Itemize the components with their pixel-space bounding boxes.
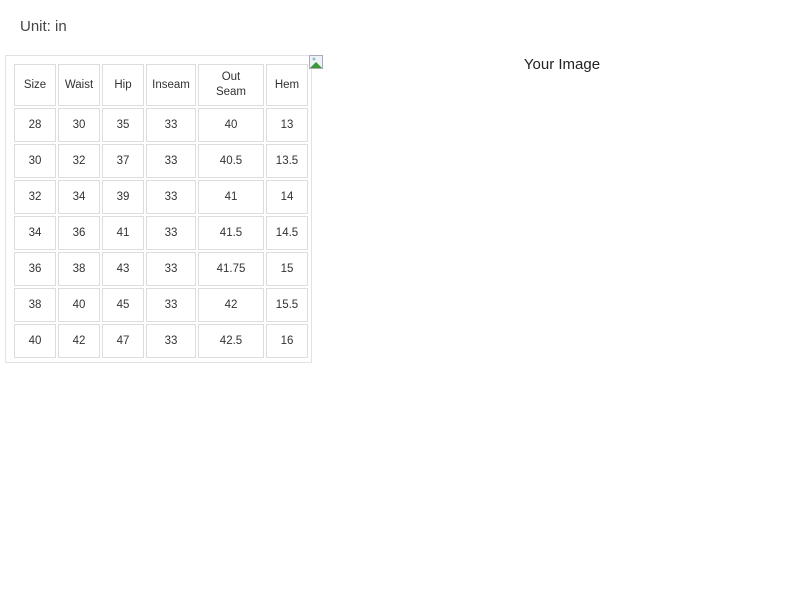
table-cell: 15 [266, 252, 308, 286]
table-cell: 33 [146, 216, 196, 250]
broken-image-icon [309, 55, 323, 69]
column-header: Waist [58, 64, 100, 106]
table-row: 36 38 43 33 41.75 15 [14, 252, 308, 286]
table-cell: 40 [14, 324, 56, 358]
table-cell: 15.5 [266, 288, 308, 322]
table-row: 40 42 47 33 42.5 16 [14, 324, 308, 358]
table-cell: 28 [14, 108, 56, 142]
table-cell: 14.5 [266, 216, 308, 250]
table-cell: 35 [102, 108, 144, 142]
table-cell: 33 [146, 180, 196, 214]
table-cell: 45 [102, 288, 144, 322]
size-chart-table: Size Waist Hip Inseam Out Seam Hem 28 30 35 33 40 1… [12, 62, 310, 360]
table-cell: 41.75 [198, 252, 264, 286]
column-header: Size [14, 64, 56, 106]
column-header: Hip [102, 64, 144, 106]
table-cell: 47 [102, 324, 144, 358]
column-header: Inseam [146, 64, 196, 106]
table-cell: 32 [14, 180, 56, 214]
column-header: Hem [266, 64, 308, 106]
table-cell: 30 [58, 108, 100, 142]
table-cell: 42.5 [198, 324, 264, 358]
table-cell: 33 [146, 252, 196, 286]
table-cell: 41 [198, 180, 264, 214]
table-row: 32 34 39 33 41 14 [14, 180, 308, 214]
table-cell: 42 [198, 288, 264, 322]
unit-label: Unit: in [20, 18, 67, 35]
table-row: 34 36 41 33 41.5 14.5 [14, 216, 308, 250]
column-header: Out Seam [198, 64, 264, 106]
table-cell: 14 [266, 180, 308, 214]
table-cell: 36 [58, 216, 100, 250]
table-cell: 13.5 [266, 144, 308, 178]
table-cell: 39 [102, 180, 144, 214]
table-cell: 34 [58, 180, 100, 214]
table-cell: 38 [58, 252, 100, 286]
table-cell: 37 [102, 144, 144, 178]
product-image: Your Image [309, 55, 800, 75]
size-chart-container: Size Waist Hip Inseam Out Seam Hem 28 30 35 33 40 1… [5, 55, 312, 363]
table-cell: 33 [146, 324, 196, 358]
header-row: Size Waist Hip Inseam Out Seam Hem [14, 64, 308, 106]
table-cell: 40 [58, 288, 100, 322]
table-cell: 41 [102, 216, 144, 250]
table-row: 30 32 37 33 40.5 13.5 [14, 144, 308, 178]
table-cell: 16 [266, 324, 308, 358]
table-cell: 33 [146, 108, 196, 142]
table-cell: 40.5 [198, 144, 264, 178]
table-cell: 33 [146, 288, 196, 322]
table-cell: 33 [146, 144, 196, 178]
table-cell: 38 [14, 288, 56, 322]
image-alt-text: Your Image [523, 56, 601, 73]
table-cell: 42 [58, 324, 100, 358]
table-cell: 41.5 [198, 216, 264, 250]
table-cell: 32 [58, 144, 100, 178]
table-cell: 40 [198, 108, 264, 142]
table-row: 28 30 35 33 40 13 [14, 108, 308, 142]
table-cell: 13 [266, 108, 308, 142]
table-cell: 34 [14, 216, 56, 250]
table-cell: 36 [14, 252, 56, 286]
table-cell: 43 [102, 252, 144, 286]
table-cell: 30 [14, 144, 56, 178]
table-row: 38 40 45 33 42 15.5 [14, 288, 308, 322]
